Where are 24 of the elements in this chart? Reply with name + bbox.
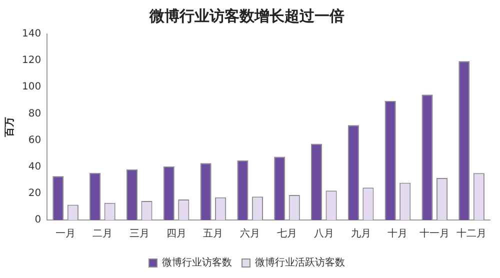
y-tick-label: 20 bbox=[28, 188, 42, 200]
y-tick-label: 40 bbox=[28, 161, 42, 172]
x-tick-label: 十一月 bbox=[420, 228, 450, 240]
x-tick-label: 八月 bbox=[314, 228, 334, 240]
y-tick-label: 140 bbox=[22, 28, 42, 40]
x-tick-label: 五月 bbox=[203, 228, 224, 240]
y-tick-label: 60 bbox=[28, 134, 42, 146]
legend-label: 微博行业访客数 bbox=[162, 256, 232, 269]
y-tick-label: 0 bbox=[34, 214, 42, 226]
y-tick-label: 100 bbox=[22, 82, 42, 93]
x-tick-label: 九月 bbox=[350, 228, 371, 240]
x-tick-label: 三月 bbox=[129, 228, 150, 240]
chart-title: 微博行业访客数增长超过一倍 bbox=[148, 6, 344, 25]
y-tick-label: 120 bbox=[22, 55, 42, 66]
x-tick-label: 七月 bbox=[277, 228, 297, 240]
y-axis-title: 百万 bbox=[4, 117, 16, 138]
x-tick-label: 十二月 bbox=[456, 228, 487, 240]
x-tick-label: 四月 bbox=[166, 228, 186, 240]
x-tick-label: 一月 bbox=[56, 228, 76, 240]
x-tick-label: 十月 bbox=[388, 228, 408, 240]
x-tick-label: 二月 bbox=[92, 228, 112, 240]
y-tick-label: 80 bbox=[28, 108, 42, 120]
x-tick-label: 六月 bbox=[240, 228, 260, 240]
legend-label: 微博行业活跃访客数 bbox=[255, 256, 345, 269]
